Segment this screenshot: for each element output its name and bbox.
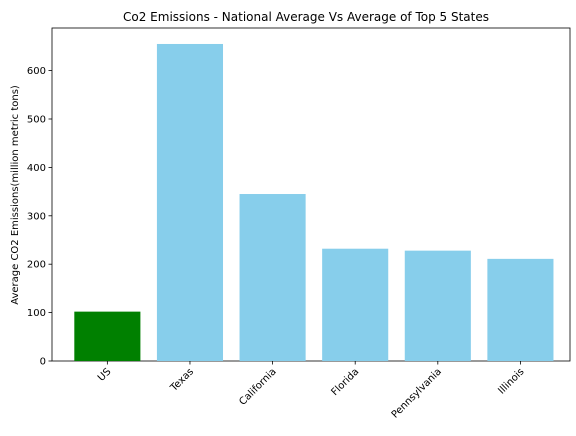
bar-illinois — [487, 258, 554, 361]
chart-title: Co2 Emissions - National Average Vs Aver… — [123, 10, 489, 24]
plot-frame — [51, 27, 571, 362]
bar-florida — [322, 248, 389, 361]
y-axis-ticks: 0 100 200 300 400 500 600 — [27, 66, 52, 368]
bars-layer — [74, 43, 554, 361]
bar-us — [74, 311, 141, 361]
y-tick-label: 400 — [27, 163, 46, 174]
x-tick-label-illinois: Illinois — [496, 366, 526, 396]
x-tick-label-texas: Texas — [168, 366, 196, 394]
y-tick-label: 100 — [27, 308, 46, 319]
y-tick-label: 0 — [40, 357, 46, 368]
plot-spines — [51, 27, 571, 362]
bar-pennsylvania — [404, 250, 471, 361]
x-tick-label-us: US — [96, 366, 113, 383]
x-tick-label-florida: Florida — [329, 366, 361, 398]
y-tick-label: 300 — [27, 211, 46, 222]
bar-california — [239, 194, 306, 361]
x-tick-label-california: California — [237, 366, 278, 407]
y-axis-label: Average CO2 Emissions(million metric ton… — [10, 85, 21, 305]
x-axis-ticks: US Texas California Florida Pennsylvania Illi… — [96, 361, 527, 421]
y-tick-label: 600 — [27, 66, 46, 77]
bar-texas — [156, 43, 224, 361]
y-tick-label: 500 — [27, 114, 46, 125]
x-tick-label-pennsylvania: Pennsylvania — [390, 366, 444, 420]
y-tick-label: 200 — [27, 260, 46, 271]
